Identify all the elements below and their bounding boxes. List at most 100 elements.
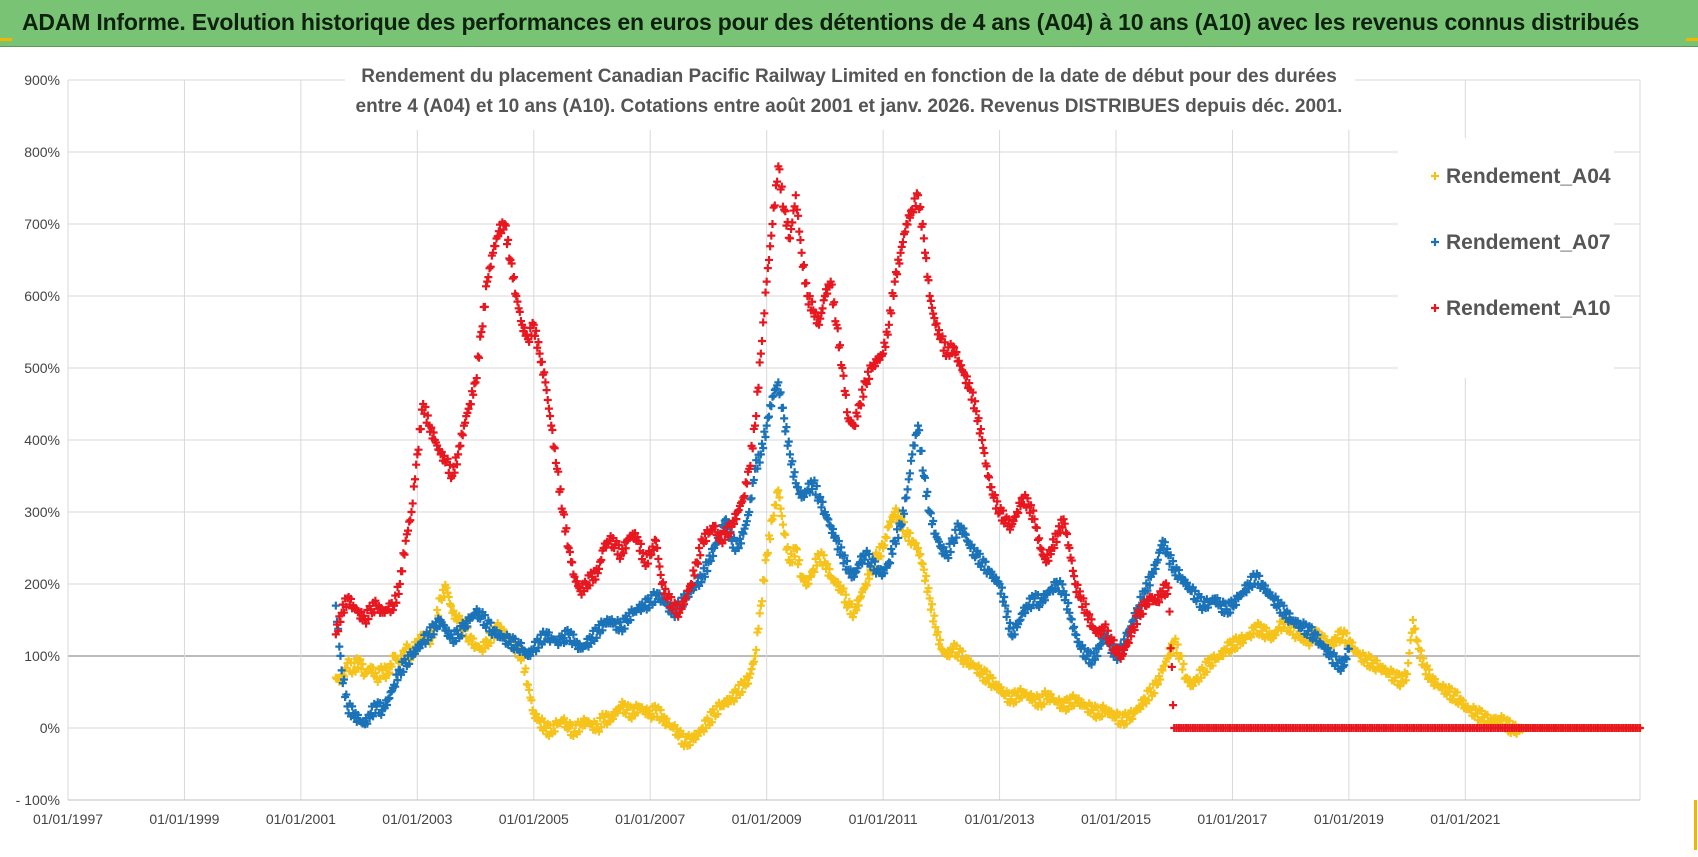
point-Rendement_A10 — [741, 478, 750, 487]
point-Rendement_A10 — [1060, 519, 1069, 528]
point-Rendement_A10 — [753, 387, 762, 396]
point-Rendement_A10 — [500, 220, 509, 228]
point-Rendement_A10 — [508, 274, 517, 283]
point-Rendement_A10 — [897, 242, 906, 251]
point-Rendement_A10 — [401, 536, 410, 545]
point-Rendement_A10 — [443, 454, 452, 463]
point-Rendement_A10 — [952, 348, 961, 357]
point-Rendement_A04 — [925, 594, 934, 603]
point-Rendement_A10 — [1132, 620, 1141, 629]
point-Rendement_A10 — [1127, 632, 1136, 641]
point-Rendement_A07 — [1001, 601, 1010, 610]
point-Rendement_A04 — [541, 724, 550, 732]
point-Rendement_A10 — [483, 277, 492, 286]
point-Rendement_A07 — [769, 391, 778, 400]
point-Rendement_A04 — [1122, 719, 1131, 728]
point-Rendement_A07 — [834, 537, 843, 546]
series-Rendement_A10 — [331, 162, 1644, 732]
point-Rendement_A10 — [502, 240, 511, 249]
point-Rendement_A07 — [1035, 602, 1044, 611]
y-tick-label: 0% — [40, 720, 60, 736]
point-Rendement_A10 — [761, 288, 770, 297]
point-Rendement_A10 — [655, 562, 664, 571]
point-Rendement_A10 — [693, 559, 702, 568]
point-Rendement_A10 — [674, 612, 683, 621]
point-Rendement_A10 — [450, 468, 459, 477]
point-Rendement_A10 — [823, 289, 832, 298]
point-Rendement_A10 — [537, 357, 546, 366]
point-Rendement_A10 — [751, 421, 760, 430]
point-Rendement_A10 — [1081, 600, 1090, 609]
point-Rendement_A04 — [1153, 680, 1162, 689]
point-Rendement_A10 — [427, 423, 436, 432]
point-Rendement_A07 — [526, 651, 535, 660]
point-Rendement_A10 — [421, 402, 430, 411]
point-Rendement_A04 — [1408, 616, 1417, 624]
point-Rendement_A04 — [1333, 634, 1342, 642]
point-Rendement_A04 — [532, 709, 541, 718]
point-Rendement_A10 — [504, 235, 513, 244]
point-Rendement_A10 — [461, 418, 470, 427]
y-tick-label: 500% — [24, 360, 60, 376]
point-Rendement_A07 — [1064, 599, 1073, 608]
point-Rendement_A07 — [737, 539, 746, 548]
point-Rendement_A10 — [889, 291, 898, 300]
point-Rendement_A10 — [364, 615, 373, 624]
point-Rendement_A04 — [917, 558, 926, 567]
point-Rendement_A07 — [962, 536, 971, 545]
point-Rendement_A10 — [838, 364, 847, 372]
point-Rendement_A04 — [781, 530, 790, 539]
point-Rendement_A10 — [542, 386, 551, 395]
point-Rendement_A04 — [780, 529, 789, 538]
point-Rendement_A07 — [700, 572, 709, 581]
point-Rendement_A10 — [928, 303, 937, 312]
point-Rendement_A07 — [897, 520, 906, 529]
point-Rendement_A10 — [972, 407, 981, 416]
point-Rendement_A07 — [944, 554, 953, 563]
point-Rendement_A07 — [1160, 538, 1169, 547]
point-Rendement_A10 — [754, 383, 763, 392]
point-Rendement_A07 — [1166, 551, 1175, 560]
point-Rendement_A10 — [535, 349, 544, 358]
point-Rendement_A07 — [840, 551, 849, 560]
point-Rendement_A07 — [1336, 666, 1345, 675]
point-Rendement_A07 — [785, 450, 794, 459]
point-Rendement_A10 — [463, 408, 472, 417]
point-Rendement_A10 — [1037, 545, 1046, 554]
point-Rendement_A04 — [384, 670, 393, 678]
point-Rendement_A10 — [1163, 589, 1172, 598]
point-Rendement_A10 — [933, 330, 942, 339]
point-Rendement_A10 — [895, 259, 904, 268]
point-Rendement_A07 — [735, 534, 744, 543]
point-Rendement_A10 — [1087, 615, 1096, 624]
point-Rendement_A10 — [752, 411, 761, 420]
point-Rendement_A10 — [409, 482, 418, 491]
point-Rendement_A07 — [1070, 622, 1079, 631]
legend-marker — [1431, 304, 1439, 312]
grid-layer — [67, 79, 1641, 801]
point-Rendement_A10 — [334, 627, 343, 636]
point-Rendement_A04 — [771, 501, 780, 510]
point-Rendement_A07 — [1040, 596, 1049, 605]
chart-area: - 100% 0% 100% 200% 300% 400% 500% 600% 700% 800%… — [0, 46, 1698, 857]
y-tick-label: 100% — [24, 648, 60, 664]
point-Rendement_A07 — [808, 484, 817, 493]
point-Rendement_A10 — [726, 529, 735, 538]
point-Rendement_A07 — [592, 633, 601, 642]
point-Rendement_A10 — [978, 436, 987, 444]
point-Rendement_A10 — [819, 296, 828, 305]
x-tick-label: 01/01/2007 — [615, 811, 685, 827]
point-Rendement_A10 — [766, 242, 775, 251]
point-Rendement_A10 — [1036, 544, 1045, 552]
point-Rendement_A07 — [904, 475, 913, 484]
point-Rendement_A10 — [1032, 523, 1041, 532]
point-Rendement_A10 — [550, 444, 559, 453]
point-Rendement_A10 — [711, 521, 720, 530]
point-Rendement_A07 — [763, 413, 772, 422]
point-Rendement_A04 — [656, 706, 665, 715]
point-Rendement_A07 — [1067, 615, 1076, 624]
point-Rendement_A07 — [348, 702, 357, 711]
header-banner: ADAM Informe. Evolution historique des p… — [0, 0, 1698, 47]
point-Rendement_A07 — [891, 539, 900, 548]
